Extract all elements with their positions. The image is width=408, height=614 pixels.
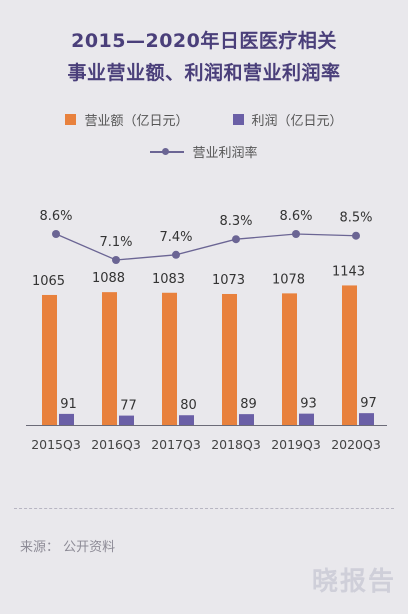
chart-title-line2: 事业营业额、利润和营业利润率 <box>67 62 341 84</box>
profit-label: 77 <box>120 399 137 414</box>
margin-label: 8.6% <box>279 209 312 224</box>
watermark: 晓报告 <box>311 567 396 597</box>
revenue-bar <box>102 292 117 425</box>
chart-title-line1: 2015—2020年日医医疗相关 <box>71 30 337 52</box>
margin-label: 7.1% <box>99 235 132 250</box>
margin-point <box>112 256 120 264</box>
revenue-label: 1073 <box>212 273 245 288</box>
revenue-bar <box>282 293 297 425</box>
divider <box>14 508 394 509</box>
margin-point <box>172 250 180 259</box>
legend-bars: 营业额（亿日元） 利润（亿日元） <box>0 110 408 129</box>
legend-label-revenue: 营业额（亿日元） <box>84 114 189 129</box>
profit-label: 89 <box>240 397 257 412</box>
x-tick-label: 2020Q3 <box>331 437 381 452</box>
margin-point <box>52 230 60 238</box>
margin-label: 8.3% <box>219 214 252 229</box>
profit-bar <box>299 413 314 425</box>
x-tick-label: 2019Q3 <box>271 437 321 452</box>
revenue-bar <box>42 294 57 425</box>
chart-canvas: 1065 91 2015Q3 1088 77 2016Q3 1083 80 2017Q3 1073… <box>26 209 387 452</box>
margin-point <box>292 230 300 238</box>
profit-label: 80 <box>180 398 197 413</box>
x-tick-label: 2015Q3 <box>31 437 81 452</box>
revenue-label: 1065 <box>32 274 65 289</box>
legend-label-margin: 营业利润率 <box>192 146 258 161</box>
profit-label: 91 <box>60 397 77 412</box>
revenue-swatch <box>65 114 77 125</box>
revenue-label: 1143 <box>332 264 365 279</box>
revenue-bar <box>222 293 237 425</box>
source-note: 来源： 公开资料 <box>20 540 116 555</box>
legend-item-profit: 利润（亿日元） <box>232 110 343 129</box>
margin-point <box>232 235 240 244</box>
profit-swatch <box>232 114 244 125</box>
margin-line-swatch <box>150 146 185 157</box>
margin-label: 8.6% <box>39 209 72 224</box>
legend-item-margin: 营业利润率 <box>150 142 258 161</box>
legend-label-profit: 利润（亿日元） <box>251 114 343 129</box>
revenue-bar <box>342 285 357 425</box>
legend-line: 营业利润率 <box>0 142 408 161</box>
margin-point <box>352 231 360 240</box>
legend-item-revenue: 营业额（亿日元） <box>65 110 189 129</box>
profit-bar <box>119 415 134 425</box>
profit-bar <box>359 413 374 425</box>
profit-bar <box>59 413 74 425</box>
margin-line <box>55 233 357 261</box>
revenue-label: 1088 <box>92 271 125 286</box>
profit-bar <box>239 414 254 425</box>
x-tick-label: 2018Q3 <box>211 437 261 452</box>
revenue-label: 1083 <box>152 272 185 287</box>
profit-label: 93 <box>300 397 317 412</box>
x-tick-label: 2016Q3 <box>91 437 141 452</box>
profit-bar <box>179 415 194 425</box>
margin-label: 8.5% <box>339 211 372 226</box>
x-tick-label: 2017Q3 <box>151 437 201 452</box>
profit-label: 97 <box>360 396 377 411</box>
margin-label: 7.4% <box>159 230 192 245</box>
revenue-bar <box>162 292 177 425</box>
revenue-label: 1078 <box>272 272 305 287</box>
